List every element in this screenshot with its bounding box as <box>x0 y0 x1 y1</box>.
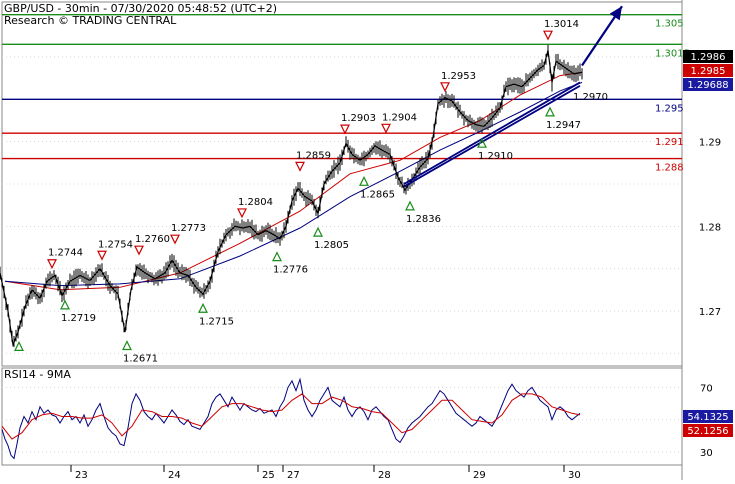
swing-low-marker <box>545 106 555 117</box>
chart-credit: Research © TRADING CENTRAL <box>4 14 177 27</box>
swing-high-marker <box>295 161 305 172</box>
x-tick-label: 28 <box>378 470 391 480</box>
rsi-tag <box>683 410 733 423</box>
y-tick-label: 1.29 <box>699 138 721 149</box>
moving-average-line <box>4 71 583 291</box>
swing-low-label: 1.2671 <box>123 354 158 365</box>
trendline <box>403 81 581 185</box>
rsi-tag-label: 54.1325 <box>687 412 728 423</box>
swing-high-marker <box>97 250 107 261</box>
swing-high-marker <box>381 123 391 134</box>
swing-low-label: 1.2715 <box>199 316 234 327</box>
rsi-tag <box>683 424 733 437</box>
forecast-arrow-head <box>609 6 622 21</box>
swing-high-label: 1.3014 <box>544 19 579 30</box>
annotation-label: 1.2970 <box>573 92 608 103</box>
y-tick-label: 1.27 <box>699 307 721 318</box>
swing-high-marker <box>237 208 247 219</box>
level-label: 1.305 <box>655 19 684 30</box>
swing-low-marker <box>477 137 487 148</box>
swing-high-marker <box>340 124 350 135</box>
swing-high-label: 1.2760 <box>135 234 170 245</box>
swing-high-label: 1.2804 <box>238 197 273 208</box>
swing-high-marker <box>170 234 180 245</box>
swing-high-marker <box>440 82 450 93</box>
rsi-series-line <box>1 377 581 460</box>
moving-average-line <box>4 81 583 287</box>
level-label: 1.288 <box>655 163 684 174</box>
swing-low-label: 1.2805 <box>314 240 349 251</box>
price-tag-label: 1.2985 <box>691 66 726 77</box>
swing-low-label: 1.2719 <box>61 313 96 324</box>
price-tag <box>683 64 733 77</box>
swing-low-marker <box>405 200 415 211</box>
level-label: 1.291 <box>655 137 684 148</box>
swing-low-label: 1.2947 <box>546 120 581 131</box>
x-tick-label: 24 <box>168 470 181 480</box>
rsi-series-line <box>1 393 581 440</box>
price-tag-label: 1.29688 <box>687 80 728 91</box>
chart-title: GBP/USD - 30min - 07/30/2020 05:48:52 (U… <box>4 2 277 15</box>
swing-low-label: 1.2776 <box>273 265 308 276</box>
swing-low-marker <box>313 226 323 237</box>
swing-low-marker <box>60 299 70 310</box>
swing-high-label: 1.2773 <box>171 223 206 234</box>
rsi-tag-label: 52.1256 <box>687 426 728 437</box>
swing-low-label: 1.2836 <box>406 214 441 225</box>
swing-high-marker <box>543 30 553 41</box>
x-tick-label: 23 <box>75 470 88 480</box>
y-tick-label: 1.28 <box>699 222 721 233</box>
swing-low-marker <box>272 251 282 262</box>
swing-low-marker <box>359 175 369 186</box>
swing-high-label: 1.2903 <box>341 113 376 124</box>
price-line <box>0 50 583 348</box>
rsi-tick-label: 70 <box>700 383 713 394</box>
swing-high-label: 1.2904 <box>382 112 417 123</box>
swing-low-marker <box>198 302 208 313</box>
swing-low-label: 1.2865 <box>360 189 395 200</box>
x-tick-label: 29 <box>473 470 486 480</box>
rsi-label: RSI14 - 9MA <box>4 368 71 381</box>
swing-high-label: 1.2953 <box>441 71 476 82</box>
swing-high-label: 1.2744 <box>48 248 83 259</box>
swing-low-label: 1.2910 <box>478 151 513 162</box>
price-tag <box>683 50 733 63</box>
swing-high-label: 1.2754 <box>98 239 133 250</box>
level-label: 1.3015 <box>655 48 690 59</box>
swing-low-marker <box>122 340 132 351</box>
x-tick-label: 30 <box>568 470 581 480</box>
x-tick-label: 27 <box>287 470 300 480</box>
price-tag-label: 1.2986 <box>691 52 726 63</box>
swing-low-marker <box>14 341 24 351</box>
swing-high-marker <box>134 245 144 256</box>
trendline <box>403 85 581 188</box>
swing-high-label: 1.2859 <box>296 150 331 161</box>
x-tick-label: 25 <box>262 470 275 480</box>
swing-high-marker <box>47 259 57 270</box>
price-tag <box>683 78 733 91</box>
level-label: 1.295 <box>655 103 684 114</box>
rsi-tick-label: 30 <box>700 448 713 459</box>
